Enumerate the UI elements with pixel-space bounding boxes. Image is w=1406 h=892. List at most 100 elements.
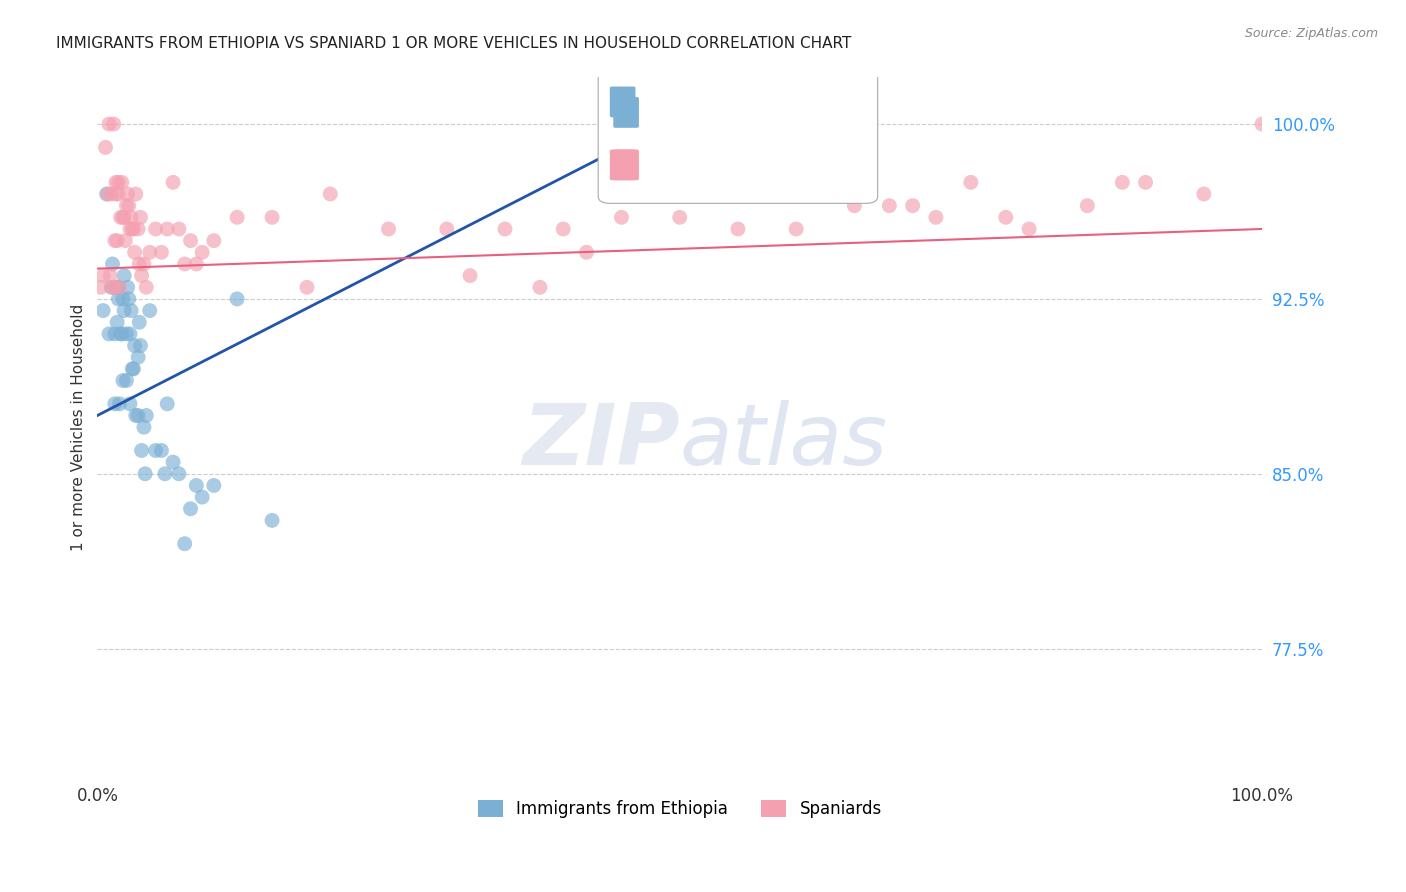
- Point: [132, 420, 155, 434]
- Point: [134, 467, 156, 481]
- Point: [668, 211, 690, 225]
- Point: [101, 280, 124, 294]
- Point: [529, 280, 551, 294]
- Text: N = 51: N = 51: [749, 98, 813, 117]
- Point: [103, 117, 125, 131]
- Point: [127, 350, 149, 364]
- Point: [111, 374, 134, 388]
- Point: [104, 397, 127, 411]
- Point: [110, 211, 132, 225]
- Point: [575, 245, 598, 260]
- Point: [135, 280, 157, 294]
- Point: [994, 211, 1017, 225]
- Point: [112, 303, 135, 318]
- Point: [180, 234, 202, 248]
- Point: [122, 362, 145, 376]
- Point: [150, 443, 173, 458]
- Text: Source: ZipAtlas.com: Source: ZipAtlas.com: [1244, 27, 1378, 40]
- Point: [121, 362, 143, 376]
- Point: [107, 175, 129, 189]
- Point: [202, 478, 225, 492]
- Point: [436, 222, 458, 236]
- Point: [125, 187, 148, 202]
- Point: [191, 490, 214, 504]
- Point: [115, 199, 138, 213]
- Point: [121, 222, 143, 236]
- FancyBboxPatch shape: [613, 97, 638, 128]
- Point: [104, 280, 127, 294]
- Point: [319, 187, 342, 202]
- Point: [104, 175, 127, 189]
- Point: [139, 245, 162, 260]
- Text: R = 0.073: R = 0.073: [638, 158, 730, 176]
- Point: [117, 280, 139, 294]
- Point: [120, 211, 142, 225]
- Point: [107, 187, 129, 202]
- Point: [98, 268, 121, 283]
- Point: [104, 280, 127, 294]
- FancyBboxPatch shape: [613, 150, 638, 180]
- Point: [167, 467, 190, 481]
- Point: [553, 222, 575, 236]
- Point: [1135, 175, 1157, 189]
- Point: [844, 199, 866, 213]
- Legend: Immigrants from Ethiopia, Spaniards: Immigrants from Ethiopia, Spaniards: [471, 793, 889, 824]
- Point: [104, 187, 127, 202]
- Point: [727, 222, 749, 236]
- FancyBboxPatch shape: [610, 150, 636, 180]
- Point: [1076, 199, 1098, 213]
- Point: [260, 211, 283, 225]
- Point: [156, 397, 179, 411]
- Point: [118, 397, 141, 411]
- Text: atlas: atlas: [679, 400, 887, 483]
- Point: [129, 338, 152, 352]
- Point: [226, 211, 249, 225]
- Point: [122, 222, 145, 236]
- Point: [110, 326, 132, 341]
- Point: [118, 199, 141, 213]
- Point: [145, 443, 167, 458]
- Point: [127, 409, 149, 423]
- Point: [1192, 187, 1215, 202]
- Point: [1018, 222, 1040, 236]
- Point: [879, 199, 901, 213]
- FancyBboxPatch shape: [610, 87, 636, 118]
- Text: R = 0.426: R = 0.426: [638, 98, 730, 117]
- Point: [226, 292, 249, 306]
- Point: [135, 409, 157, 423]
- Point: [125, 409, 148, 423]
- Point: [494, 222, 516, 236]
- Point: [132, 257, 155, 271]
- Point: [108, 397, 131, 411]
- Point: [96, 187, 118, 202]
- Y-axis label: 1 or more Vehicles in Household: 1 or more Vehicles in Household: [72, 303, 86, 550]
- Point: [117, 187, 139, 202]
- Point: [129, 211, 152, 225]
- Point: [115, 326, 138, 341]
- Point: [98, 117, 121, 131]
- Point: [458, 268, 481, 283]
- Text: ZIP: ZIP: [522, 400, 679, 483]
- Point: [180, 501, 202, 516]
- Point: [191, 245, 214, 260]
- Point: [111, 326, 134, 341]
- Point: [186, 257, 208, 271]
- Point: [112, 211, 135, 225]
- Point: [145, 222, 167, 236]
- Point: [94, 140, 117, 154]
- Point: [112, 268, 135, 283]
- Point: [131, 443, 153, 458]
- Point: [127, 222, 149, 236]
- Point: [91, 268, 114, 283]
- Point: [115, 374, 138, 388]
- Point: [162, 455, 184, 469]
- Point: [104, 234, 127, 248]
- Point: [1111, 175, 1133, 189]
- Point: [128, 315, 150, 329]
- Point: [124, 245, 146, 260]
- Point: [118, 222, 141, 236]
- Point: [150, 245, 173, 260]
- Point: [114, 234, 136, 248]
- Point: [98, 326, 121, 341]
- Point: [105, 315, 128, 329]
